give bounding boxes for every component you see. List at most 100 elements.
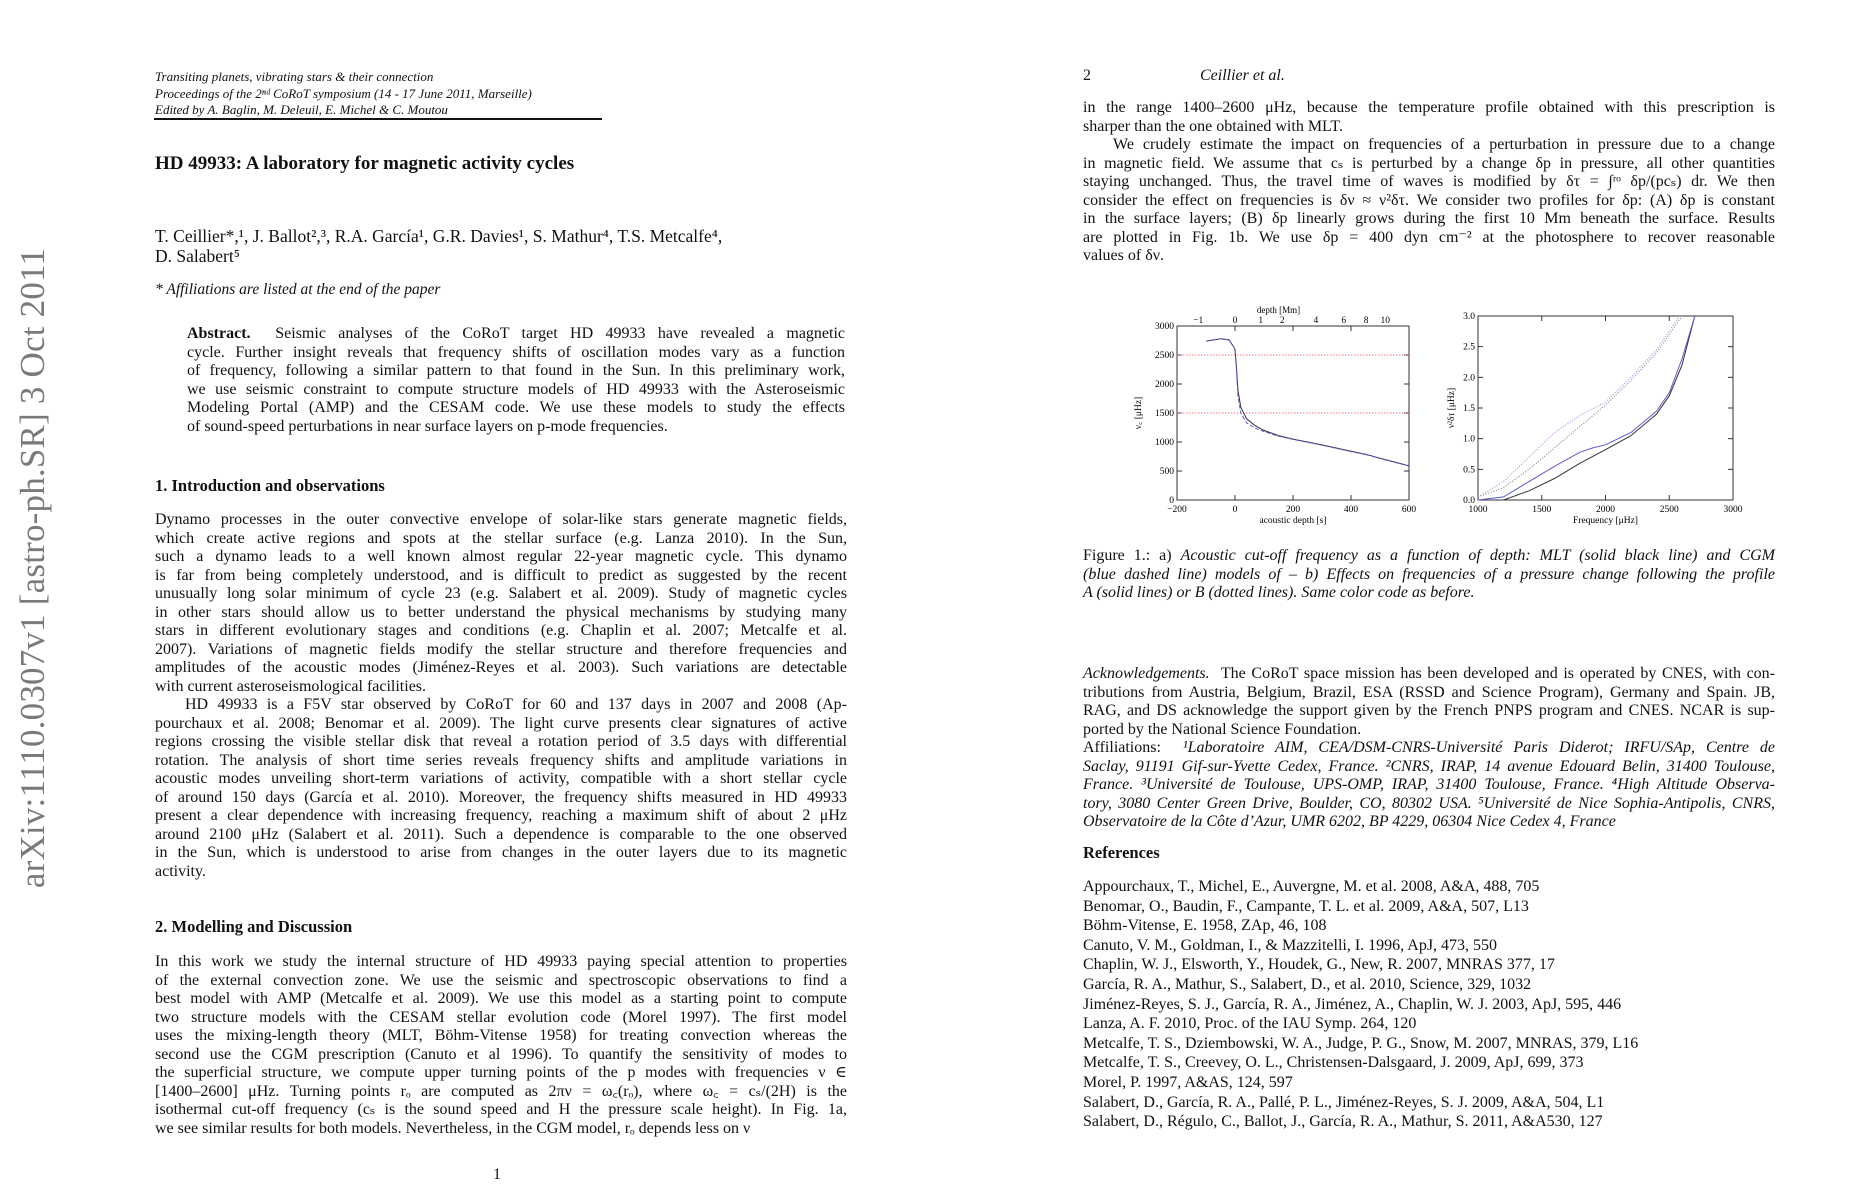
body-line: the superficial structure, we compute up… <box>155 1064 847 1081</box>
abstract-line: we use seismic constraint to compute str… <box>187 380 845 398</box>
y-axis-label: ν꜀ [μHz] <box>1134 397 1144 429</box>
body-line: best model with AMP (Metcalfe et al. 200… <box>155 990 847 1007</box>
body-line: we see similar results for both models. … <box>155 1119 751 1137</box>
abstract-line: Abstract. Seismic analyses of the CoRoT … <box>187 325 845 344</box>
introduction-body: Dynamo processes in the outer convective… <box>155 511 847 881</box>
series-line-mlt-a <box>1478 315 1696 501</box>
affiliations-line: Affiliations: ¹Laboratoire AIM, CEA/DSM-… <box>1083 739 1775 758</box>
body-line: in the surface layers; (B) δp linearly g… <box>1083 210 1775 227</box>
author-line: T. Ceillier*,¹, J. Ballot²,³, R.A. Garcí… <box>155 226 723 246</box>
ack-line: RAG, and DS acknowledge the support give… <box>1083 702 1775 719</box>
top-tick-label: 2 <box>1280 316 1285 326</box>
body-line: in the Sun, which is understood to arise… <box>155 844 847 861</box>
running-head: Ceillier et al. <box>1200 67 1285 84</box>
abstract-label: Abstract. <box>187 325 251 342</box>
header-rule <box>154 118 602 120</box>
y-tick-label: 0.5 <box>1463 465 1475 475</box>
ack-line: ported by the National Science Foundatio… <box>1083 720 1362 738</box>
series-line-mlt <box>1205 338 1410 467</box>
author-list: T. Ceillier*,¹, J. Ballot²,³, R.A. Garcí… <box>155 226 722 266</box>
figure-caption: Figure 1.: a) Acoustic cut-off frequency… <box>1083 547 1775 603</box>
body-line: second use the CGM prescription (Canuto … <box>155 1045 847 1063</box>
abstract-line: of frequency, following a similar patter… <box>187 362 845 379</box>
section-heading-modelling: 2. Modelling and Discussion <box>155 917 353 936</box>
ack-text: The CoRoT space mission has been develop… <box>1220 665 1775 682</box>
body-line: of around 150 days (García et al. 2010).… <box>155 788 847 806</box>
x-tick-label: 0 <box>1233 505 1238 515</box>
affiliations-line: France. ³Université de Toulouse, UPS-OMP… <box>1083 776 1775 793</box>
body-line: in other stars should allow us to better… <box>155 603 847 621</box>
body-line: Dynamo processes in the outer convective… <box>155 511 847 528</box>
y-tick-label: 1.0 <box>1463 435 1475 445</box>
body-line: staying unchanged. Thus, the travel time… <box>1083 173 1775 190</box>
reference-item: Appourchaux, T., Michel, E., Auvergne, M… <box>1083 878 1540 895</box>
affiliations-line: Saclay, 91191 Gif-sur-Yvette Cedex, Fran… <box>1083 757 1775 775</box>
header-line: Edited by A. Baglin, M. Deleuil, E. Mich… <box>155 102 448 117</box>
x-tick-label: 1000 <box>1469 505 1488 515</box>
x-tick-label: 200 <box>1286 505 1301 515</box>
caption-line: (blue dashed line) models of – b) Effect… <box>1083 565 1775 583</box>
modelling-body: In this work we study the internal struc… <box>155 953 847 1138</box>
body-line: [1400–2600] μHz. Turning points rₒ are c… <box>155 1082 847 1100</box>
body-line: activity. <box>155 862 206 880</box>
top-tick-label: 1 <box>1258 316 1263 326</box>
x-tick-label: 1500 <box>1532 505 1551 515</box>
y-tick-label: 1.5 <box>1463 404 1475 414</box>
header-line: Proceedings of the 2ⁿᵈ CoRoT symposium (… <box>155 85 532 101</box>
x-tick-label: 2000 <box>1596 505 1615 515</box>
body-line: sharper than the one obtained with MLT. <box>1083 117 1343 135</box>
x-tick-label: 3000 <box>1724 505 1743 515</box>
body-line: which create active regions and spots at… <box>155 529 847 547</box>
abstract-line: Modeling Portal (AMP) and the CESAM code… <box>187 399 845 416</box>
y-tick-label: 1500 <box>1155 409 1174 419</box>
y-tick-label: 2000 <box>1155 380 1174 390</box>
series-line-cgm-b <box>1477 315 1680 498</box>
body-line: in the range 1400–2600 μHz, because the … <box>1083 99 1775 116</box>
x-tick-label: 2500 <box>1660 505 1679 515</box>
caption-line: A (solid lines) or B (dotted lines). Sam… <box>1083 584 1475 601</box>
page2-body: in the range 1400–2600 μHz, because the … <box>1083 99 1775 266</box>
top-tick-label: 6 <box>1341 316 1346 326</box>
top-axis-label: depth [Mm] <box>1257 305 1300 315</box>
body-line: consider the effect on frequencies is δν… <box>1083 191 1775 209</box>
x-axis-label: acoustic depth [s] <box>1259 516 1326 526</box>
arxiv-stamp: arXiv:1110.0307v1 [astro-ph.SR] 3 Oct 20… <box>13 247 52 889</box>
body-line: such a dynamo leads to a well known almo… <box>155 548 847 565</box>
body-line: around 2100 μHz (Salabert et al. 2011). … <box>155 825 847 843</box>
reference-item: Metcalfe, T. S., Creevey, O. L., Christe… <box>1083 1054 1584 1072</box>
body-line: 2007). Variations of magnetic fields mod… <box>155 640 847 658</box>
affiliations-text: ¹Laboratoire AIM, CEA/DSM-CNRS-Universit… <box>1182 739 1776 756</box>
body-line: amplitudes of the acoustic modes (Jiméne… <box>155 659 847 676</box>
reference-item: Salabert, D., Régulo, C., Ballot, J., Ga… <box>1083 1113 1603 1131</box>
reference-item: Böhm-Vitense, E. 1958, ZAp, 46, 108 <box>1083 917 1327 935</box>
body-line: with current asteroseismological facilit… <box>155 677 427 695</box>
body-line: are plotted in Fig. 1b. We use δp = 400 … <box>1083 228 1775 246</box>
reference-item: Canuto, V. M., Goldman, I., & Mazzitelli… <box>1083 936 1498 954</box>
abstract-line: of sound-speed perturbations in near sur… <box>187 417 668 435</box>
figure-1: −200 0 200 400 600050010001500200025003000ac… <box>1134 305 1743 526</box>
x-tick-label: −200 <box>1167 505 1187 515</box>
abstract-line: cycle. Further insight reveals that freq… <box>187 343 845 361</box>
plot-frame <box>1477 315 1734 501</box>
body-line: two structure models with the CESAM stel… <box>155 1008 847 1026</box>
ack-label: Acknowledgements. <box>1083 665 1210 682</box>
body-line: isothermal cut-off frequency (cₛ is the … <box>155 1101 847 1118</box>
body-line: We crudely estimate the impact on freque… <box>1113 136 1775 153</box>
caption-label: Figure 1.: a) <box>1083 547 1172 564</box>
plot-frame <box>1176 325 1410 501</box>
affiliations-line: tory, 3080 Center Green Drive, Boulder, … <box>1083 794 1775 812</box>
body-line: uses the mixing-length theory (MLT, Böhm… <box>155 1027 847 1044</box>
caption-text: Acoustic cut-off frequency as a function… <box>1180 547 1776 564</box>
header-line: Transiting planets, vibrating stars & th… <box>155 69 434 84</box>
reference-list: Appourchaux, T., Michel, E., Auvergne, M… <box>1083 877 1775 1132</box>
x-axis-label: Frequency [μHz] <box>1573 516 1638 526</box>
y-axis-label: ν²δτ [μHz] <box>1447 388 1457 428</box>
page-number: 1 <box>493 1166 501 1183</box>
series-line-mlt-b <box>1477 315 1683 498</box>
paper-title: HD 49933: A laboratory for magnetic acti… <box>155 153 575 174</box>
section-heading-introduction: 1. Introduction and observations <box>155 476 385 495</box>
ack-line: Acknowledgements. The CoRoT space missio… <box>1083 665 1775 684</box>
y-tick-label: 3000 <box>1155 322 1174 332</box>
top-tick-label: 0 <box>1233 316 1238 326</box>
top-tick-label: 8 <box>1364 316 1369 326</box>
